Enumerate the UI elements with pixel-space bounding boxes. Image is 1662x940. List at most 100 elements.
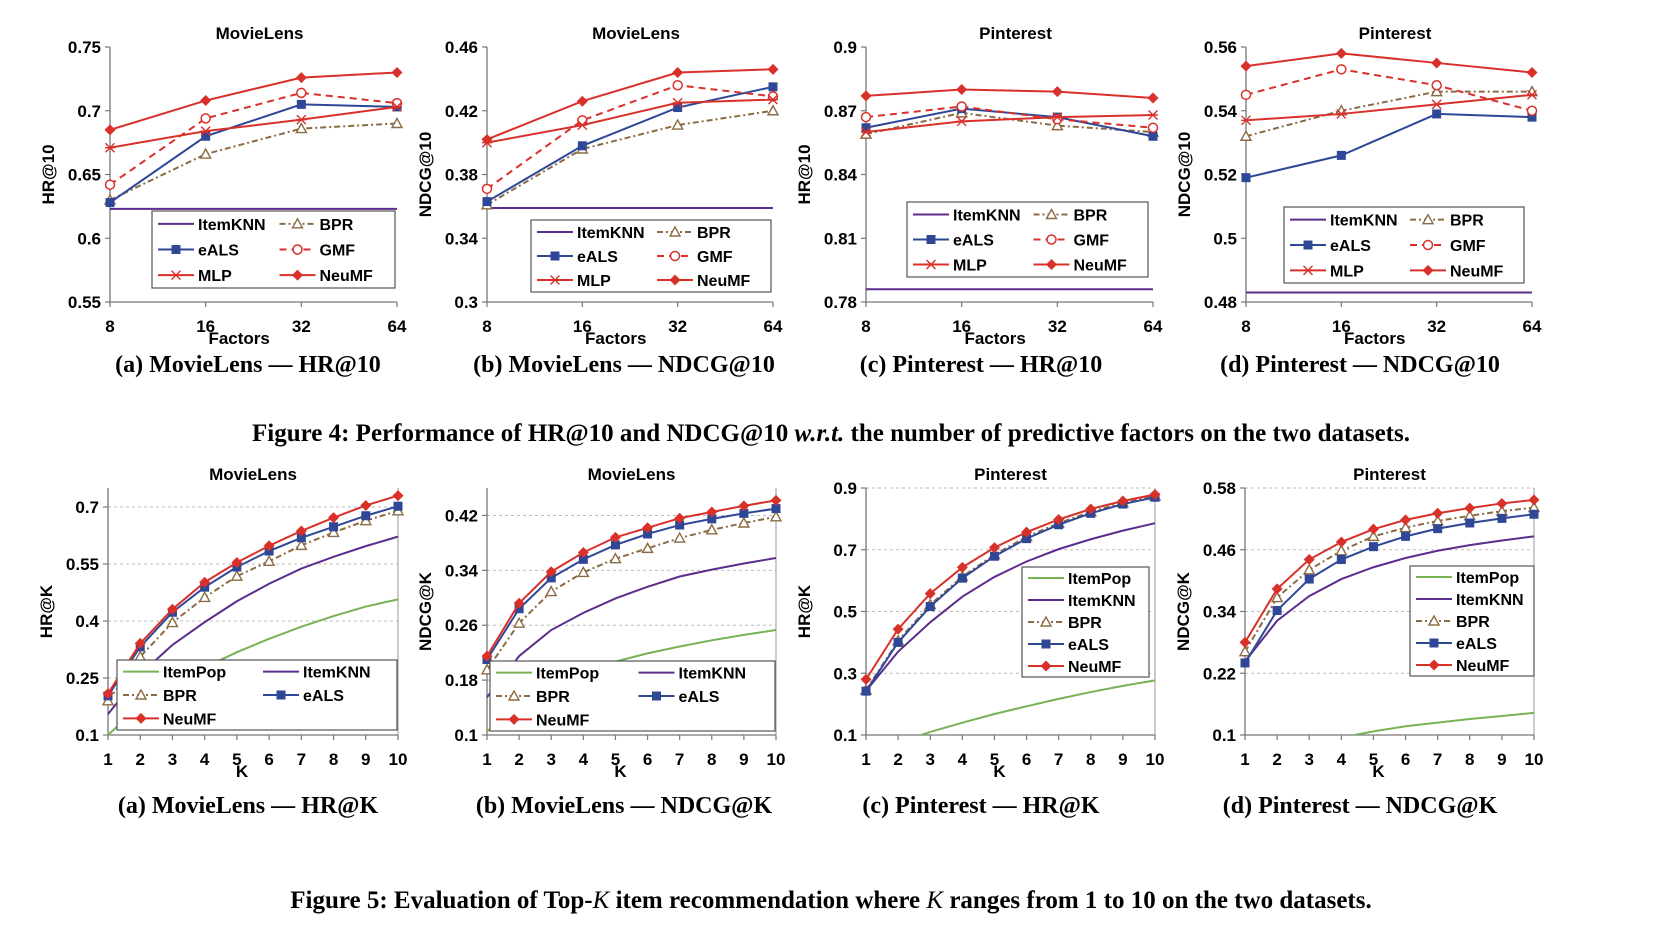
fig5-a-series-neumf-point: [166, 603, 178, 615]
figure-4-caption-suffix: the number of predictive factors on the …: [844, 420, 1410, 447]
fig5-c-xtick-label: 7: [1054, 750, 1063, 769]
fig4-b-subcaption: (b) MovieLens — NDCG@10: [473, 352, 775, 378]
fig5-d-xtick-label: 4: [1337, 750, 1347, 769]
fig4-c-series-neumf-point: [1051, 86, 1063, 98]
fig4-d-legend-itemknn-label: ItemKNN: [1330, 213, 1398, 230]
fig4-b-y-axis-label: NDCG@10: [416, 132, 435, 218]
fig5-b-legend-itempop-label: ItemPop: [536, 666, 599, 683]
fig5-d-series-bpr-point: [1238, 645, 1252, 657]
fig4-b-series-eals-point: [768, 82, 778, 92]
fig5-c-xtick-label: 9: [1118, 750, 1127, 769]
fig5-d-legend-neumf-label: NeuMF: [1456, 658, 1510, 675]
fig4-b-xtick-label: 64: [764, 317, 783, 336]
fig5-c-legend-itempop-label: ItemPop: [1068, 571, 1131, 588]
fig5-c-chart-title: Pinterest: [974, 465, 1047, 484]
fig5-d-series-neumf-point: [1528, 494, 1540, 506]
fig4-d-ytick-label: 0.5: [1213, 229, 1237, 248]
fig4-b-ytick-label: 0.42: [445, 102, 478, 121]
fig4-a-legend: ItemKNN BPR eALS GMF MLP NeuMF: [151, 210, 396, 289]
fig4-a-legend-gmf-marker: [292, 244, 303, 255]
fig5-c-legend-itemknn-label: ItemKNN: [1068, 593, 1136, 610]
fig5-c-series-eals-point: [1022, 534, 1032, 544]
fig4-a-ytick-label: 0.55: [68, 293, 101, 312]
chart-6: 0.1 0.18 0.26 0.34 0.42 1 2 3 4 5 6 7 8 9 10 MovieLens N…: [416, 465, 785, 819]
fig4-b-series-bpr-line: [486, 109, 774, 206]
fig4-b-legend-neumf-marker: [669, 274, 681, 286]
fig5-b-series-eals-point: [675, 520, 685, 530]
fig5-b-series-neumf-point: [770, 494, 782, 506]
fig4-d-legend-bpr-marker: [1421, 213, 1435, 225]
fig4-d-series-mlp-line: [1245, 93, 1533, 122]
fig5-c-series-neumf-point: [1021, 526, 1033, 538]
fig4-d-ytick-label: 0.56: [1204, 38, 1237, 57]
fig4-d-xtick-label: 64: [1523, 317, 1542, 336]
fig5-a-series-bpr-point: [198, 590, 211, 603]
fig4-d-series-neumf-point: [1431, 57, 1443, 69]
fig5-d-series-eals-point: [1304, 574, 1314, 584]
fig4-c-legend-gmf-label: GMF: [1074, 233, 1110, 250]
fig4-c-xtick-label: 64: [1144, 317, 1163, 336]
fig5-d-series-bpr-point: [1303, 563, 1316, 575]
fig4-a-series-group: [103, 67, 404, 210]
fig5-d-series-neumf-point: [1271, 583, 1283, 595]
fig4-d-xtick-label: 16: [1332, 317, 1351, 336]
fig5-b-series-bpr-line: [486, 515, 777, 671]
fig4-b-series-neumf-line: [486, 68, 774, 141]
fig5-c-xtick-label: 8: [1086, 750, 1095, 769]
fig4-d-ytick-label: 0.48: [1204, 293, 1237, 312]
figure-5-caption-part2: item recommendation where: [609, 887, 926, 914]
fig5-c-series-neumf-point: [924, 588, 936, 600]
fig4-c-legend-mlp-marker: [926, 259, 936, 270]
fig4-c-ytick-label: 0.84: [824, 166, 858, 185]
fig4-a-series-eals-point: [105, 198, 115, 208]
fig4-d-series-neumf-point: [1240, 60, 1252, 72]
fig5-a-x-axis-label: K: [236, 762, 249, 781]
fig5-b-legend: ItemPop ItemKNN BPR eALS NeuMF: [489, 660, 776, 732]
fig4-d-ytick-label: 0.52: [1204, 166, 1237, 185]
chart-2: 0.3 0.34 0.38 0.42 0.46 8 16 32 64 MovieLens NDCG@…: [416, 24, 783, 378]
fig4-d-subcaption: (d) Pinterest — NDCG@10: [1220, 352, 1500, 378]
fig4-d-series-group: [1239, 47, 1539, 294]
fig5-b-series-eals-point: [771, 504, 781, 514]
fig5-c-series-neumf-point: [1149, 488, 1161, 500]
fig5-a-series-neumf-point: [231, 556, 243, 568]
fig4-a-legend-neumf-label: NeuMF: [320, 268, 374, 285]
fig4-b-legend-mlp-marker: [550, 275, 560, 285]
fig4-d-legend-eals-label: eALS: [1330, 238, 1371, 255]
fig5-b-xtick-label: 8: [707, 750, 716, 769]
fig5-b-legend-neumf-label: NeuMF: [536, 712, 590, 729]
fig5-b-series-neumf-point: [706, 506, 718, 518]
fig4-a-series-gmf-point: [200, 113, 211, 124]
fig4-b-x-axis-label: Factors: [585, 329, 646, 348]
fig4-a-series-mlp-point: [200, 126, 211, 137]
fig4-a-series-bpr-point: [199, 147, 212, 159]
fig5-a-series-eals-line: [107, 505, 399, 697]
fig4-b-ytick-label: 0.38: [445, 166, 478, 185]
fig5-c-xtick-label: 4: [958, 750, 968, 769]
fig4-c-legend-mlp-label: MLP: [953, 258, 987, 275]
fig4-c-legend-neumf-label: NeuMF: [1074, 258, 1128, 275]
fig5-c-xtick-label: 5: [990, 750, 999, 769]
fig4-a-chart-title: MovieLens: [216, 24, 304, 43]
fig4-a-series-neumf-point: [104, 124, 116, 136]
fig5-c-legend: ItemPop ItemKNN BPR eALS NeuMF: [1021, 566, 1150, 678]
fig5-d-series-group: [1238, 494, 1541, 735]
fig5-b-series-eals-line: [486, 507, 777, 661]
fig4-a-series-neumf-point: [391, 67, 403, 78]
fig4-c-ytick-label: 0.81: [824, 229, 857, 248]
fig4-a-series-gmf-point: [104, 179, 116, 190]
fig5-d-series-eals-point: [1368, 542, 1378, 552]
fig4-b-series-group: [480, 63, 780, 210]
fig4-c-x-axis-label: Factors: [964, 329, 1025, 348]
fig5-d-xtick-label: 2: [1272, 750, 1281, 769]
fig5-c-series-eals-point: [925, 602, 935, 612]
fig5-b-xtick-label: 9: [739, 750, 748, 769]
fig5-a-legend-eals-label: eALS: [303, 688, 344, 705]
fig5-a-legend-bpr-marker: [134, 688, 148, 700]
fig4-d-legend-mlp-marker: [1303, 265, 1313, 276]
fig4-d-y-axis-label: NDCG@10: [1175, 132, 1194, 218]
fig4-a-y-axis-label: HR@10: [39, 144, 58, 204]
figure-5-caption-part3: ranges from 1 to 10 on the two datasets.: [943, 887, 1372, 914]
fig4-a-legend-itemknn-label: ItemKNN: [198, 217, 266, 234]
